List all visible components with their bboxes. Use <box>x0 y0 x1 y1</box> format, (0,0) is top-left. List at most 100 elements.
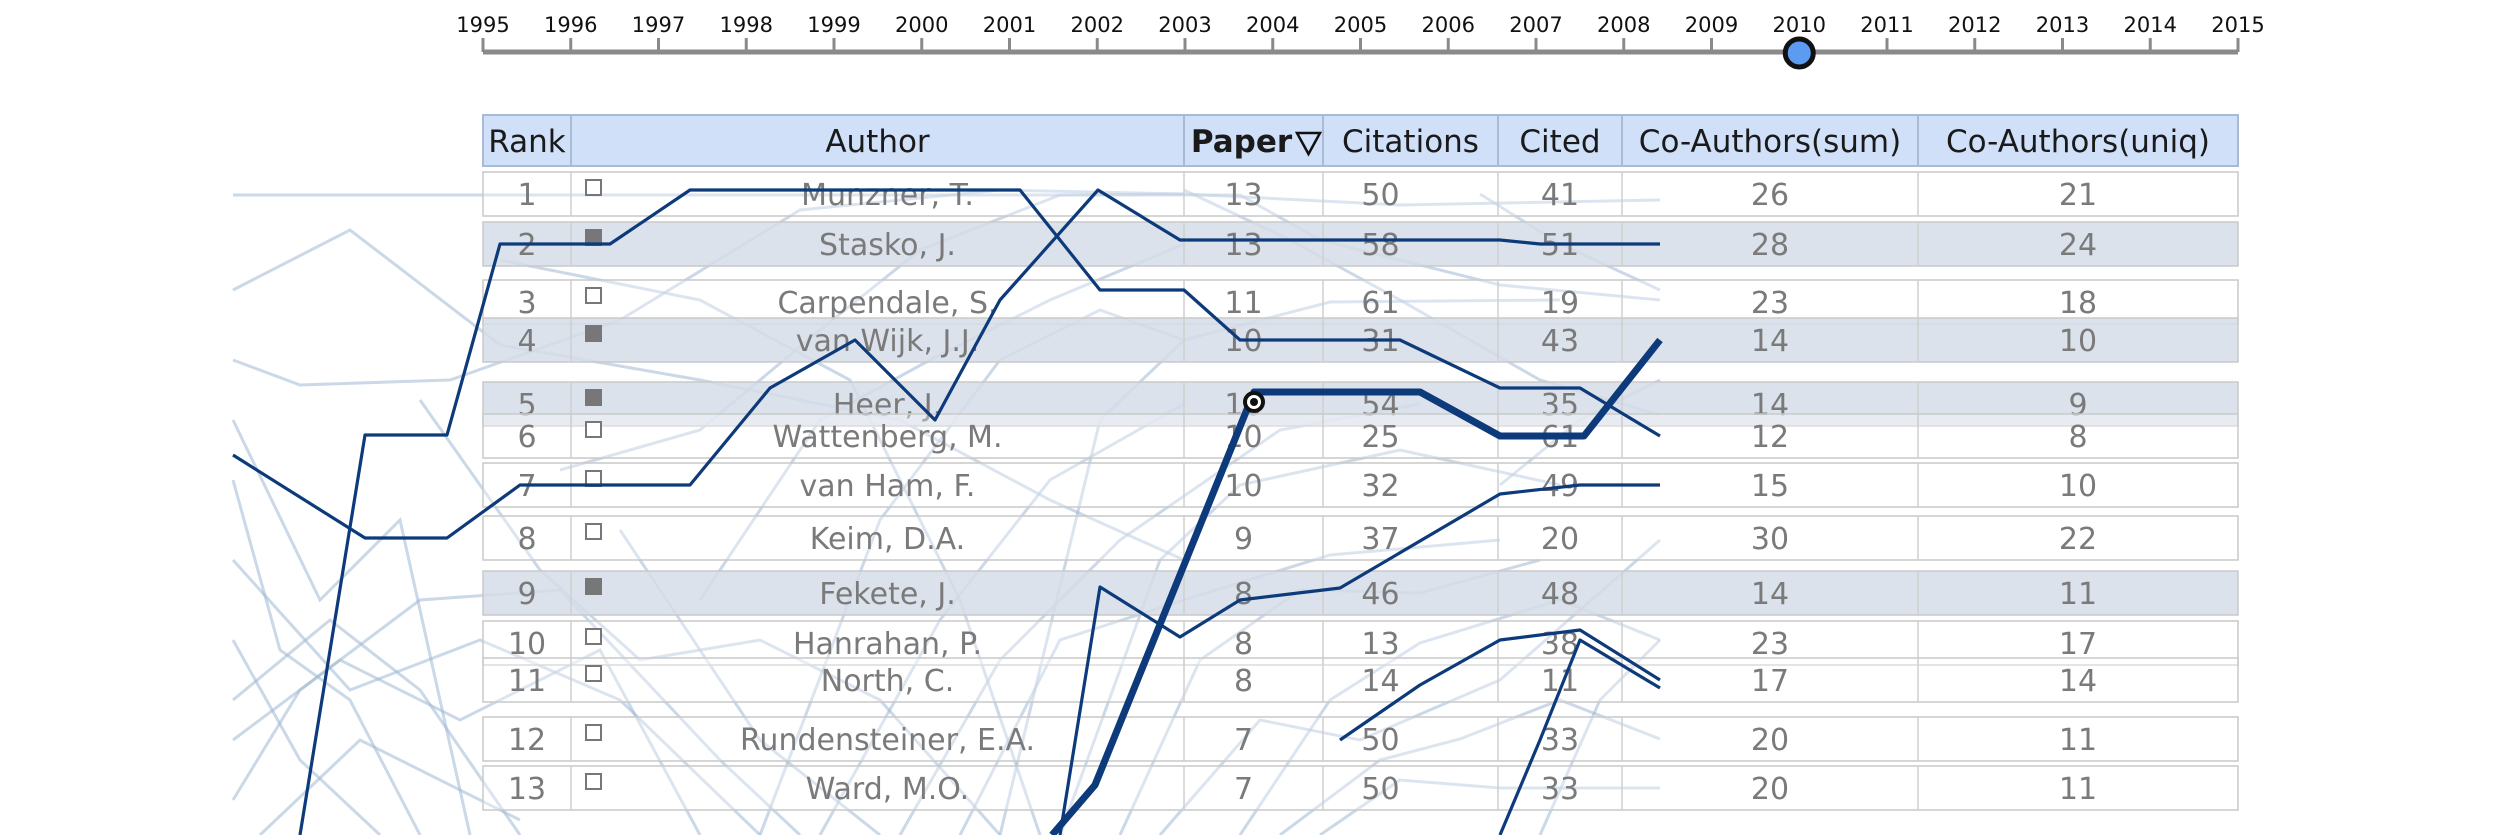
timeline-year-label[interactable]: 2004 <box>1246 13 1299 37</box>
rank-cell: 11 <box>508 664 546 699</box>
checkbox-unchecked[interactable] <box>585 773 602 790</box>
timeline-year-label[interactable]: 2013 <box>2036 13 2089 37</box>
author-name-cell: Keim, D.A. <box>810 522 965 557</box>
checkbox-checked[interactable] <box>585 578 602 595</box>
rank-cell: 10 <box>508 627 546 662</box>
checkbox-unchecked[interactable] <box>585 287 602 304</box>
rank-cell: 9 <box>517 577 536 612</box>
timeline-year-label[interactable]: 2009 <box>1685 13 1738 37</box>
rank-cell: 3 <box>517 286 536 321</box>
column-header-paper[interactable]: Paper <box>1191 124 1293 160</box>
author-name-cell: Rundensteiner, E.A. <box>740 723 1035 758</box>
citations-cell: 46 <box>1361 577 1399 612</box>
co-authors-uniq-cell: 17 <box>2059 627 2097 662</box>
column-header-co-authors-uniq[interactable]: Co-Authors(uniq) <box>1946 124 2210 160</box>
author-name-cell: Wattenberg, M. <box>773 420 1003 455</box>
sort-descending-icon[interactable] <box>1294 131 1323 157</box>
table-row[interactable]: 4 van Wijk, J.J. 10 31 43 14 10 <box>482 317 2239 363</box>
rank-flow-line <box>499 258 1042 835</box>
cited-cell: 33 <box>1541 772 1579 807</box>
table-row-background <box>482 570 2239 616</box>
paper-count-cell: 10 <box>1224 469 1262 504</box>
timeline-year-label[interactable]: 2007 <box>1509 13 1562 37</box>
timeline-year-label[interactable]: 2010 <box>1773 13 1826 37</box>
table-row-background <box>482 515 2239 561</box>
co-authors-sum-cell: 23 <box>1751 286 1789 321</box>
timeline-year-label[interactable]: 1999 <box>807 13 860 37</box>
rank-flow-line <box>818 402 1185 835</box>
timeline-year-label[interactable]: 1998 <box>720 13 773 37</box>
citations-cell: 32 <box>1361 469 1399 504</box>
rank-flow-line <box>232 228 1185 562</box>
co-authors-sum-cell: 15 <box>1751 469 1789 504</box>
table-row[interactable]: 9 Fekete, J. 8 46 48 14 11 <box>482 570 2239 616</box>
co-authors-sum-cell: 14 <box>1751 324 1789 359</box>
rank-flow-line <box>1058 448 1561 835</box>
table-row[interactable]: 7 van Ham, F. 10 32 49 15 10 <box>482 462 2239 508</box>
co-authors-uniq-cell: 11 <box>2059 772 2097 807</box>
rank-flow-line <box>231 479 422 835</box>
co-authors-uniq-cell: 14 <box>2059 664 2097 699</box>
cited-cell: 33 <box>1541 723 1579 758</box>
checkbox-unchecked[interactable] <box>585 724 602 741</box>
selected-year-knob[interactable] <box>1782 36 1816 70</box>
table-row[interactable]: 2 Stasko, J. 13 58 51 28 24 <box>482 221 2239 267</box>
column-header-co-authors-sum[interactable]: Co-Authors(sum) <box>1639 124 1901 160</box>
timeline-year-label[interactable]: 2003 <box>1158 13 1211 37</box>
co-authors-sum-cell: 26 <box>1751 178 1789 213</box>
table-row[interactable]: 8 Keim, D.A. 9 37 20 30 22 <box>482 515 2239 561</box>
citations-cell: 25 <box>1361 420 1399 455</box>
timeline-year-label[interactable]: 2001 <box>983 13 1036 37</box>
column-header-author[interactable]: Author <box>825 124 930 160</box>
timeline-year-label[interactable]: 2002 <box>1071 13 1124 37</box>
paper-count-cell: 13 <box>1224 228 1262 263</box>
table-row[interactable]: 1 Munzner, T. 13 50 41 26 21 <box>482 171 2239 217</box>
checkbox-checked[interactable] <box>585 389 602 406</box>
co-authors-uniq-cell: 11 <box>2059 723 2097 758</box>
paper-count-cell: 8 <box>1234 664 1253 699</box>
timeline-year-label[interactable]: 2014 <box>2124 13 2177 37</box>
timeline-year-label[interactable]: 2006 <box>1422 13 1475 37</box>
rank-flow-line <box>231 558 762 835</box>
co-authors-sum-cell: 17 <box>1751 664 1789 699</box>
column-header-cited[interactable]: Cited <box>1519 124 1600 160</box>
timeline-year-label[interactable]: 2005 <box>1334 13 1387 37</box>
column-header-citations[interactable]: Citations <box>1342 124 1479 160</box>
table-row-background <box>482 171 2239 217</box>
paper-count-cell: 8 <box>1234 627 1253 662</box>
author-name-cell: Heer, J. <box>833 388 942 423</box>
table-row[interactable]: 12 Rundensteiner, E.A. 7 50 33 20 11 <box>482 716 2239 762</box>
timeline-year-label[interactable]: 1995 <box>456 13 509 37</box>
rank-cell: 12 <box>508 723 546 758</box>
table-row[interactable]: 6 Wattenberg, M. 10 25 61 12 8 <box>482 413 2239 459</box>
column-header-rank[interactable]: Rank <box>488 124 566 160</box>
timeline-year-label[interactable]: 1997 <box>632 13 685 37</box>
co-authors-uniq-cell: 10 <box>2059 324 2097 359</box>
timeline-year-label[interactable]: 1996 <box>544 13 597 37</box>
timeline-year-label[interactable]: 2011 <box>1860 13 1913 37</box>
co-authors-uniq-cell: 24 <box>2059 228 2097 263</box>
checkbox-unchecked[interactable] <box>585 179 602 196</box>
paper-count-cell: 8 <box>1234 577 1253 612</box>
year-timeline-slider[interactable]: 1995 1996 1997 1998 1999 2000 2001 2002 2003 2004… <box>456 13 2265 55</box>
table-row[interactable]: 11 North, C. 8 14 11 17 14 <box>482 657 2239 703</box>
co-authors-sum-cell: 12 <box>1751 420 1789 455</box>
co-authors-uniq-cell: 21 <box>2059 178 2097 213</box>
table-row-background <box>482 462 2239 508</box>
checkbox-unchecked[interactable] <box>585 628 602 645</box>
checkbox-unchecked[interactable] <box>585 523 602 540</box>
table-row[interactable]: 3 Carpendale, S. 11 61 19 23 18 <box>482 279 2239 325</box>
citations-cell: 50 <box>1361 772 1399 807</box>
checkbox-unchecked[interactable] <box>585 665 602 682</box>
selected-rank-flow-line <box>1339 628 1661 742</box>
table-row[interactable]: 13 Ward, M.O. 7 50 33 20 11 <box>482 765 2239 811</box>
paper-count-cell: 7 <box>1234 723 1253 758</box>
timeline-year-label[interactable]: 2012 <box>1948 13 2001 37</box>
timeline-year-label[interactable]: 2015 <box>2211 13 2264 37</box>
checkbox-unchecked[interactable] <box>585 421 602 438</box>
co-authors-uniq-cell: 22 <box>2059 522 2097 557</box>
checkbox-checked[interactable] <box>585 325 602 342</box>
timeline-year-label[interactable]: 2008 <box>1597 13 1650 37</box>
cited-cell: 43 <box>1541 324 1579 359</box>
timeline-year-label[interactable]: 2000 <box>895 13 948 37</box>
